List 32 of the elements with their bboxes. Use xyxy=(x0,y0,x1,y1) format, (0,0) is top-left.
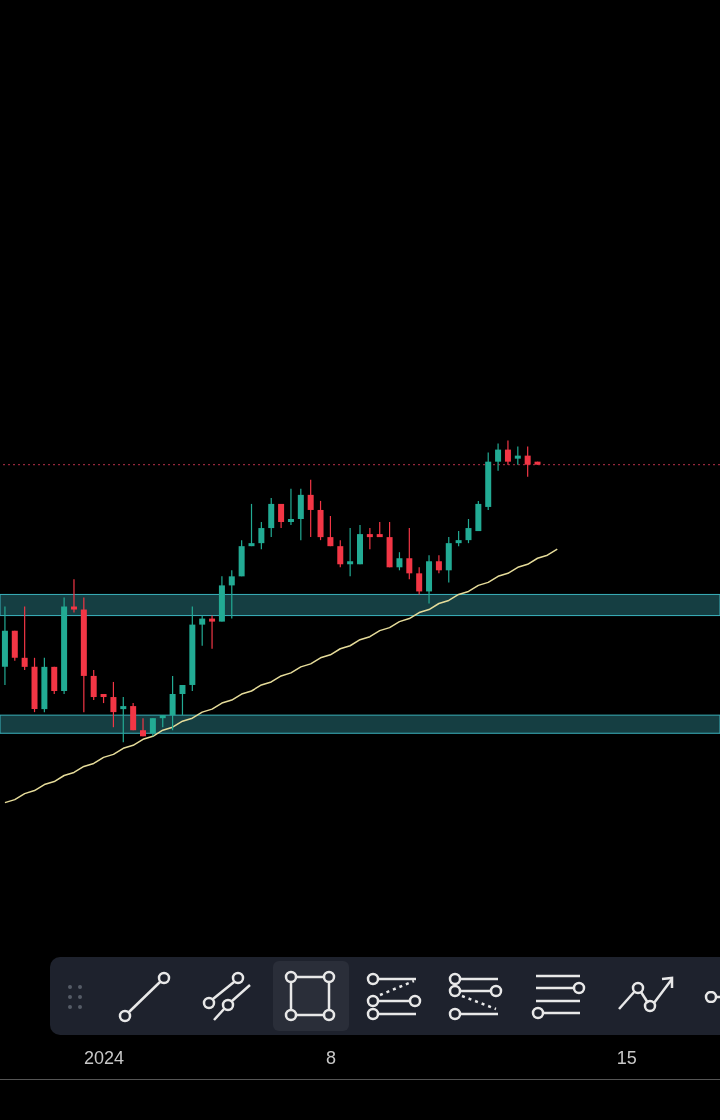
x-tick-label: 8 xyxy=(325,1047,336,1068)
candlestick xyxy=(435,554,442,574)
candlestick xyxy=(495,442,502,472)
candlestick xyxy=(396,551,403,571)
candlestick xyxy=(504,439,511,466)
x-tick-label: 2024 xyxy=(84,1047,125,1068)
candlestick xyxy=(21,605,28,671)
candlestick xyxy=(416,566,423,596)
candlestick xyxy=(169,675,176,731)
candlestick xyxy=(307,479,314,538)
candlestick xyxy=(120,696,127,743)
candlestick xyxy=(465,518,472,544)
candlestick xyxy=(514,445,521,466)
candlestick xyxy=(70,578,77,614)
candlestick xyxy=(228,569,235,620)
candlestick xyxy=(406,527,413,580)
candlestick xyxy=(179,684,186,716)
candlestick xyxy=(327,515,334,547)
candlestick xyxy=(248,503,255,547)
x-tick-label: 15 xyxy=(616,1047,637,1068)
candlestick xyxy=(337,539,344,568)
candlestick xyxy=(110,681,117,728)
candlestick xyxy=(524,445,531,478)
candlestick xyxy=(278,503,285,529)
candlestick xyxy=(258,521,265,550)
candlestick xyxy=(287,488,294,526)
candlestick xyxy=(347,527,354,577)
candlestick xyxy=(209,614,216,650)
candlestick xyxy=(199,614,206,647)
candlestick xyxy=(366,527,373,550)
candlestick xyxy=(90,669,97,701)
candlestick xyxy=(149,717,156,737)
